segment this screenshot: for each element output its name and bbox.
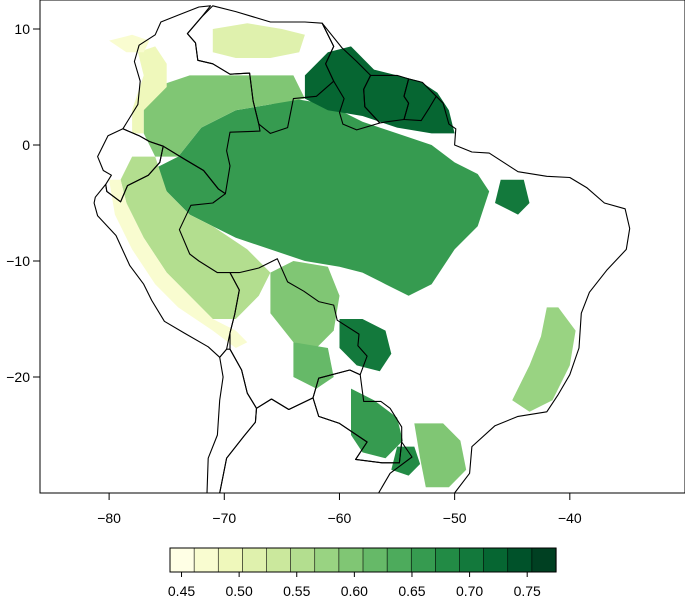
colorbar-swatch (459, 547, 485, 573)
colorbar-swatch (338, 547, 364, 573)
colorbar: 0.45 0.50 0.55 0.60 0.65 0.70 0.75 (168, 547, 557, 598)
region-paraguay (351, 388, 403, 459)
y-axis: 10 0 −10 −20 (6, 21, 40, 385)
region-colombian-lowlands (143, 75, 305, 157)
colorbar-tick-label: 0.55 (283, 583, 310, 598)
x-tick-label: −50 (443, 510, 467, 526)
colorbar-tick-label: 0.70 (456, 583, 483, 598)
border-brazil-coast (435, 95, 631, 493)
colorbar-swatch (362, 547, 388, 573)
x-tick-label: −40 (558, 510, 582, 526)
colorbar-swatch (314, 547, 340, 573)
region-southern-brazil (414, 423, 467, 488)
y-tick-label: −20 (6, 369, 30, 385)
colorbar-swatch (410, 547, 436, 573)
region-atlantic-forest (512, 307, 576, 412)
region-colombian-andes (132, 46, 167, 134)
colorbar-swatch (217, 547, 243, 573)
x-tick-label: −80 (97, 510, 121, 526)
region-guiana-shield (304, 46, 455, 134)
country-borders (93, 5, 631, 493)
region-northeast-patch (495, 179, 530, 215)
border-guyana (321, 22, 381, 131)
colorbar-swatch (386, 547, 412, 573)
border-chile (206, 348, 258, 493)
colorbar-tick-label: 0.60 (341, 583, 368, 598)
region-darien (109, 34, 150, 53)
region-amazon-core (155, 98, 490, 296)
colorbar-swatch (169, 547, 195, 573)
colorbar-frame (169, 547, 557, 573)
region-venezuela-north (212, 23, 305, 58)
x-tick-label: −70 (212, 510, 236, 526)
border-french-guiana (403, 78, 437, 122)
border-uruguay (378, 492, 380, 493)
y-tick-label: 0 (22, 137, 30, 153)
colorbar-tick-label: 0.65 (398, 583, 425, 598)
border-peru (93, 145, 240, 358)
colorbar-tick-label: 0.45 (168, 583, 195, 598)
value-regions (109, 23, 576, 488)
colorbar-swatch (266, 547, 292, 573)
colorbar-swatch (193, 547, 219, 573)
colorbar-swatch (242, 547, 268, 573)
colorbar-swatch (483, 547, 509, 573)
x-axis: −80 −70 −60 −50 −40 (97, 493, 582, 526)
colorbar-tick-label: 0.50 (226, 583, 253, 598)
colorbar-tick-label: 0.75 (514, 583, 541, 598)
region-southeast-bolivia (293, 342, 334, 389)
x-tick-label: −60 (328, 510, 352, 526)
region-bolivian-lowlands (270, 261, 340, 348)
colorbar-swatch (435, 547, 461, 573)
colorbar-swatch (531, 547, 557, 573)
y-tick-label: −10 (6, 253, 30, 269)
colorbar-swatch (290, 547, 316, 573)
y-tick-label: 10 (14, 21, 30, 37)
region-pantanal (339, 319, 392, 372)
colorbar-swatch (507, 547, 533, 573)
